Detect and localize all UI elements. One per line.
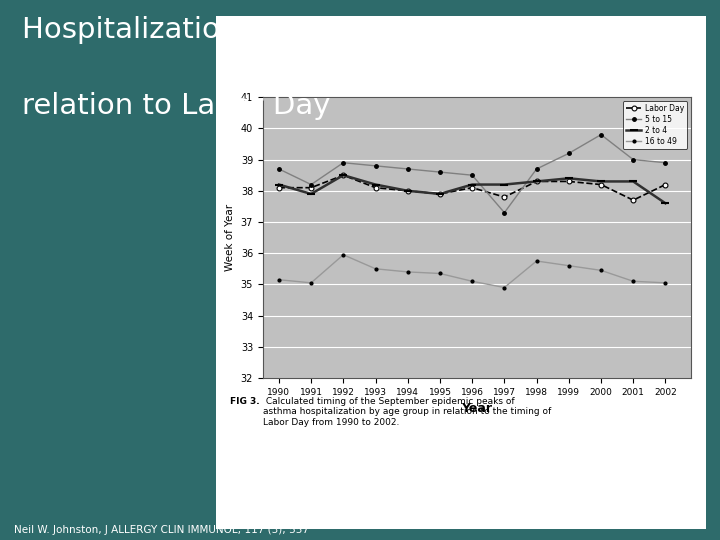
2 to 4 [372, 181, 380, 188]
5 to 15 [564, 150, 573, 157]
Labor Day [436, 191, 444, 197]
2 to 4 [532, 178, 541, 185]
16 to 49 [436, 270, 444, 276]
X-axis label: Year: Year [462, 402, 492, 415]
Line: Labor Day: Labor Day [276, 173, 668, 202]
5 to 15 [597, 131, 606, 138]
16 to 49 [564, 262, 573, 269]
16 to 49 [629, 278, 637, 285]
5 to 15 [403, 166, 412, 172]
2 to 4 [436, 191, 444, 197]
2 to 4 [403, 187, 412, 194]
Labor Day [532, 178, 541, 185]
Labor Day [468, 185, 477, 191]
Labor Day [339, 172, 348, 178]
Line: 16 to 49: 16 to 49 [276, 252, 668, 291]
5 to 15 [629, 157, 637, 163]
2 to 4 [339, 172, 348, 178]
5 to 15 [468, 172, 477, 178]
16 to 49 [403, 269, 412, 275]
Labor Day [274, 185, 283, 191]
Labor Day [629, 197, 637, 204]
16 to 49 [307, 280, 315, 286]
Labor Day [661, 181, 670, 188]
5 to 15 [532, 166, 541, 172]
Labor Day [564, 178, 573, 185]
Text: FIG 3.: FIG 3. [230, 397, 260, 406]
2 to 4 [597, 178, 606, 185]
5 to 15 [661, 159, 670, 166]
5 to 15 [372, 163, 380, 169]
16 to 49 [274, 276, 283, 283]
Labor Day [372, 185, 380, 191]
16 to 49 [468, 278, 477, 285]
16 to 49 [372, 266, 380, 272]
5 to 15 [500, 210, 509, 216]
Line: 2 to 4: 2 to 4 [275, 171, 670, 207]
5 to 15 [307, 181, 315, 188]
Line: 5 to 15: 5 to 15 [276, 131, 669, 216]
2 to 4 [564, 175, 573, 181]
16 to 49 [597, 267, 606, 274]
2 to 4 [468, 181, 477, 188]
Labor Day [500, 194, 509, 200]
5 to 15 [436, 169, 444, 176]
16 to 49 [532, 258, 541, 264]
2 to 4 [307, 191, 315, 197]
16 to 49 [339, 252, 348, 258]
Text: Neil W. Johnston, J ALLERGY CLIN IMMUNOL; 117 (3); 557: Neil W. Johnston, J ALLERGY CLIN IMMUNOL… [14, 524, 310, 535]
Labor Day [307, 185, 315, 191]
Text: relation to Labor Day: relation to Labor Day [22, 92, 330, 120]
Labor Day [403, 187, 412, 194]
Y-axis label: Week of Year: Week of Year [225, 204, 235, 271]
2 to 4 [274, 181, 283, 188]
16 to 49 [661, 280, 670, 286]
5 to 15 [274, 166, 283, 172]
Labor Day [597, 181, 606, 188]
16 to 49 [500, 284, 509, 291]
Text: Hospitalizations by age in: Hospitalizations by age in [22, 16, 397, 44]
2 to 4 [500, 181, 509, 188]
5 to 15 [339, 159, 348, 166]
Legend: Labor Day, 5 to 15, 2 to 4, 16 to 49: Labor Day, 5 to 15, 2 to 4, 16 to 49 [623, 101, 688, 149]
2 to 4 [629, 178, 637, 185]
Text: Calculated timing of the September epidemic peaks of
asthma hospitalization by a: Calculated timing of the September epide… [263, 397, 551, 427]
2 to 4 [661, 200, 670, 206]
